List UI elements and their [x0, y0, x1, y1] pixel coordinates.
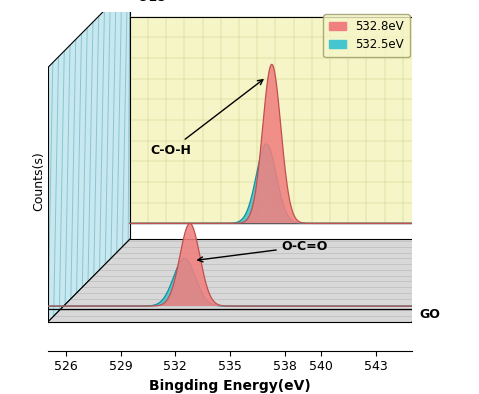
Text: GO: GO: [419, 308, 440, 321]
Polygon shape: [130, 144, 479, 223]
Polygon shape: [48, 0, 130, 322]
Text: O-C=O: O-C=O: [198, 240, 328, 262]
Legend: 532.8eV, 532.5eV: 532.8eV, 532.5eV: [323, 14, 410, 57]
Text: C-O-H: C-O-H: [150, 80, 263, 157]
Polygon shape: [48, 258, 412, 306]
Text: O1s: O1s: [136, 0, 165, 4]
Polygon shape: [130, 17, 479, 223]
Y-axis label: Counts(s): Counts(s): [32, 151, 45, 211]
Polygon shape: [130, 64, 479, 223]
Polygon shape: [48, 239, 479, 322]
Polygon shape: [48, 223, 412, 306]
X-axis label: Bingding Energy(eV): Bingding Energy(eV): [149, 379, 311, 393]
